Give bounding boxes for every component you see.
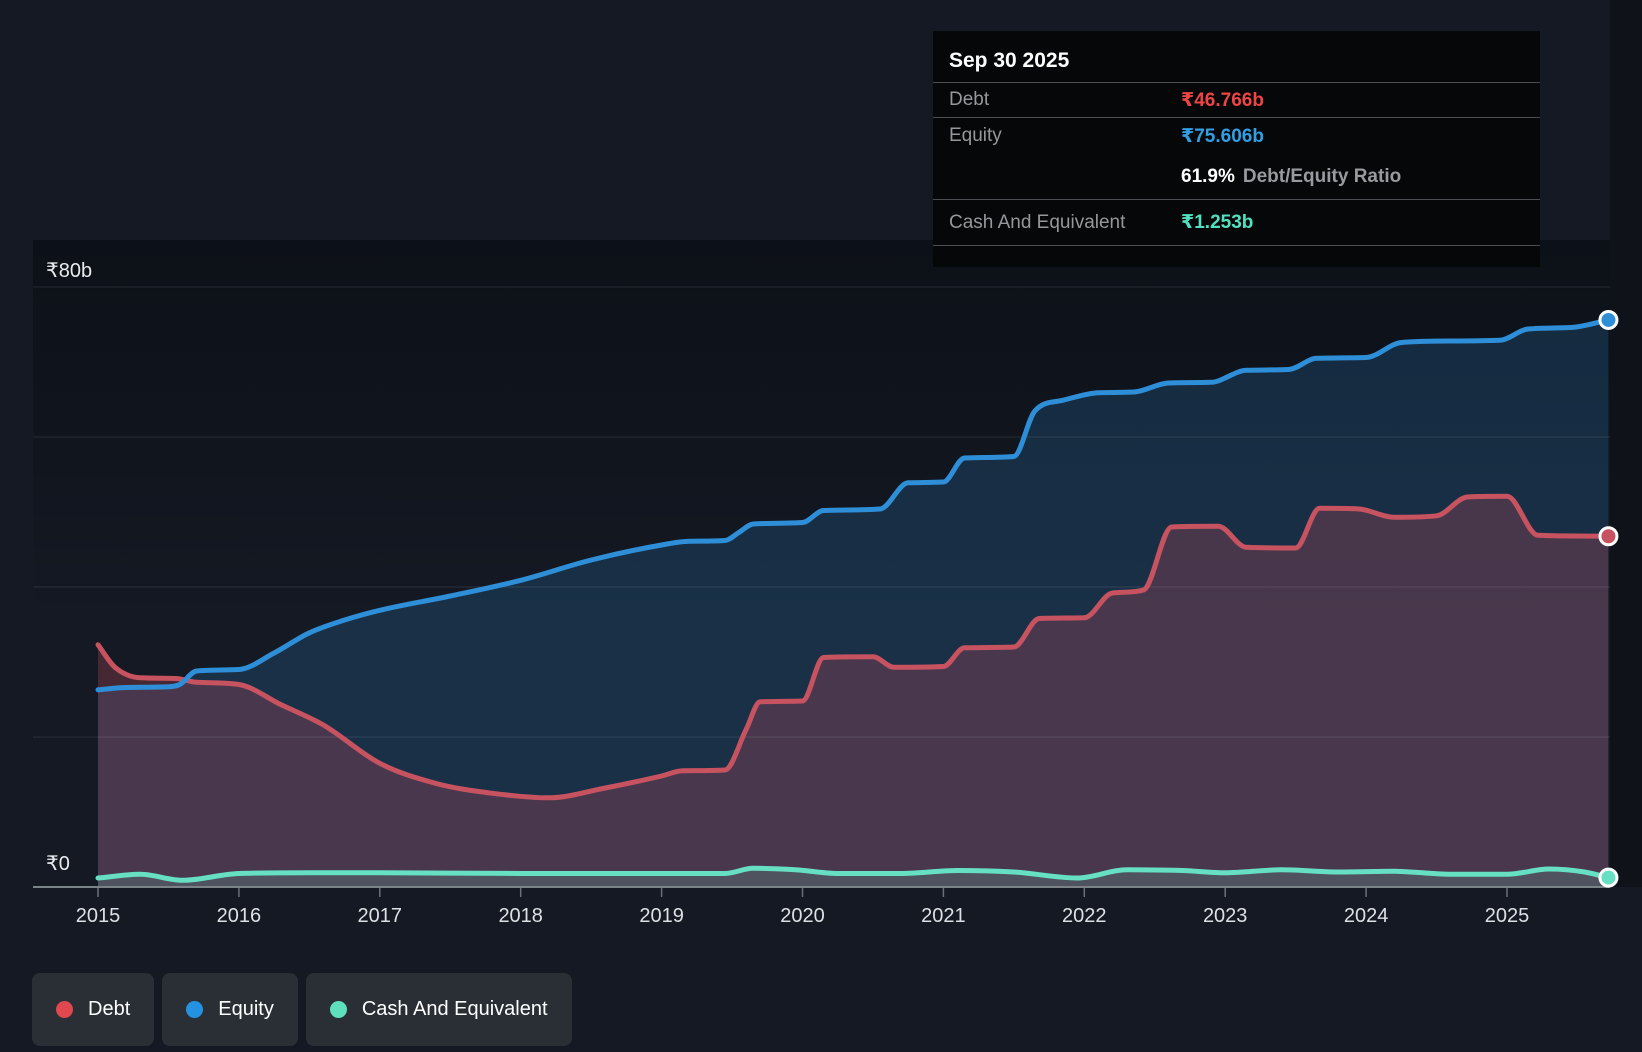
tooltip-equity-value: ₹75.606b	[1181, 125, 1264, 147]
debt-end-marker[interactable]	[1598, 526, 1619, 547]
x-axis-label: 2015	[76, 905, 121, 927]
debt-dot-icon	[56, 1001, 73, 1018]
x-axis-label: 2025	[1485, 905, 1530, 927]
debt-line	[95, 493, 1611, 801]
x-axis-label: 2021	[921, 905, 966, 927]
x-axis-label: 2020	[780, 905, 825, 927]
tooltip-ratio-row: 61.9% Debt/Equity Ratio	[933, 154, 1540, 200]
equity-end-marker[interactable]	[1598, 309, 1619, 330]
legend-item-debt[interactable]: Debt	[32, 973, 155, 1046]
tooltip-equity-row: Equity ₹75.606b	[933, 118, 1540, 154]
tooltip-cash-row: Cash And Equivalent ₹1.253b	[933, 200, 1540, 246]
x-axis-label: 2016	[217, 905, 262, 927]
x-axis-label: 2017	[358, 905, 403, 927]
equity-line	[95, 317, 1611, 693]
x-axis-label: 2018	[498, 905, 543, 927]
debt-area	[98, 496, 1609, 887]
cash-dot-icon	[329, 1001, 347, 1018]
tooltip-ratio-value: 61.9%	[1181, 165, 1235, 187]
legend-equity-label: Equity	[218, 998, 274, 1020]
legend-cash-label: Cash And Equivalent	[361, 998, 548, 1020]
x-axis-label: 2019	[639, 905, 684, 927]
tooltip-debt-row: Debt ₹46.766b	[933, 83, 1540, 118]
tooltip-cash-value: ₹1.253b	[1181, 212, 1254, 233]
tooltip-ratio-label: Debt/Equity Ratio	[1242, 165, 1402, 187]
chart-legend: Debt Equity Cash And Equivalent	[32, 973, 572, 1046]
y-axis-label: ₹80b	[46, 260, 92, 282]
debt-equity-history-chart[interactable]: ₹80b ₹0 2015 2016 2017 2018 2019 2020 2021 2022 20…	[0, 0, 1642, 935]
tooltip-debt-value: ₹46.766b	[1181, 89, 1264, 111]
legend-item-cash[interactable]: Cash And Equivalent	[305, 973, 572, 1046]
x-axis-label: 2024	[1344, 905, 1389, 927]
equity-dot-icon	[186, 1001, 204, 1018]
tooltip-date: Sep 30 2025	[933, 39, 1540, 83]
x-axis-label: 2023	[1203, 905, 1248, 927]
legend-item-equity[interactable]: Equity	[162, 973, 298, 1046]
plot-top-shade	[33, 240, 1610, 620]
legend-debt-label: Debt	[88, 998, 131, 1020]
y-axis-label: ₹0	[46, 853, 70, 875]
chart-tooltip: Sep 30 2025 Debt ₹46.766b Equity ₹75.606…	[933, 31, 1540, 267]
plot-right-margin	[1610, 0, 1642, 887]
tooltip-equity-label: Equity	[949, 125, 1002, 146]
equity-area	[98, 320, 1609, 887]
cash-and-equivalent-end-marker[interactable]	[1598, 867, 1619, 888]
tooltip-cash-label: Cash And Equivalent	[949, 211, 1126, 233]
x-axis-label: 2022	[1062, 905, 1107, 927]
tooltip-debt-label: Debt	[949, 89, 990, 110]
cash-and-equivalent-line	[95, 865, 1611, 883]
